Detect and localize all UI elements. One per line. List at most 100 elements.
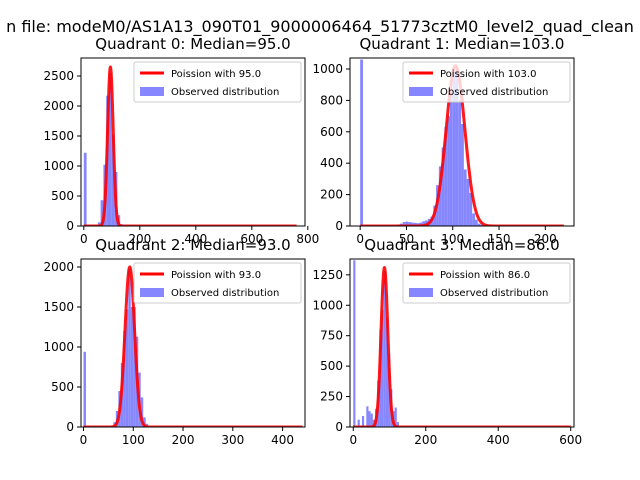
y-tick-label: 2500 [43, 69, 74, 83]
legend-box [133, 262, 302, 304]
y-tick-label: 1000 [312, 62, 343, 76]
histogram-bar [413, 222, 417, 226]
legend-label-observed: Observed distribution [171, 87, 279, 98]
histogram-bar [83, 351, 86, 427]
histogram-bar [402, 222, 406, 226]
histogram-bar [97, 222, 101, 226]
histogram-bar [361, 416, 365, 427]
histogram-bar [130, 307, 134, 427]
legend-label-observed: Observed distribution [440, 87, 548, 98]
plot-area [352, 260, 572, 427]
histogram-bar [366, 406, 369, 427]
histogram-bar [408, 222, 412, 226]
x-tick-label: 0 [80, 232, 88, 246]
histogram-bar [100, 200, 104, 226]
histogram-bar [353, 260, 356, 427]
y-tick-label: 500 [320, 359, 343, 373]
y-tick-label: 800 [320, 93, 343, 107]
histogram-bar [480, 224, 484, 226]
y-tick-label: 2000 [43, 99, 74, 113]
legend-bar-swatch [140, 87, 164, 96]
histogram-bar [357, 419, 360, 427]
subplot-title: Quadrant 3: Median=86.0 [364, 236, 559, 254]
histogram-bar [447, 116, 450, 226]
histogram-bar [123, 331, 126, 427]
y-tick-label: 2000 [43, 260, 74, 274]
x-tick-label: 150 [488, 232, 511, 246]
y-tick-label: 0 [335, 219, 343, 233]
x-tick-label: 200 [534, 232, 557, 246]
histogram-bar [444, 127, 448, 226]
x-tick-label: 200 [172, 433, 195, 447]
histogram-bar [405, 221, 409, 226]
histogram-bar [385, 317, 389, 427]
histogram-bar [396, 422, 399, 427]
y-tick-label: 1000 [312, 298, 343, 312]
histogram-bar [128, 268, 131, 427]
histogram-bar [472, 213, 475, 226]
legend: Poission with 95.0 Observed distribution [133, 61, 302, 103]
legend-bar-swatch [409, 87, 433, 96]
x-tick-label: 0 [349, 433, 357, 447]
legend-label-fit: Poission with 93.0 [171, 270, 261, 281]
histogram-bar [449, 92, 453, 226]
subplot-quadrant-2: 0 100 200 300 400 0 500 1000 1500 2000 Quadrant 2:… [43, 236, 306, 447]
legend-box [133, 61, 302, 103]
y-tick-label: 200 [320, 188, 343, 202]
axes-frame [349, 258, 575, 428]
histogram-bar [477, 223, 481, 226]
histogram-bar [461, 123, 464, 226]
figure-suptitle: n file: modeM0/AS1A13_090T01_9000006464_… [6, 17, 634, 37]
y-tick-label: 1500 [43, 129, 74, 143]
subplot-title: Quadrant 2: Median=93.0 [95, 236, 290, 254]
subplot-title: Quadrant 1: Median=103.0 [360, 35, 565, 53]
histogram-bar [438, 166, 442, 226]
legend: Poission with 86.0 Observed distribution [402, 262, 571, 304]
x-tick-label: 200 [128, 232, 151, 246]
plot-area [82, 65, 298, 226]
histogram-bar [109, 73, 112, 226]
y-tick-label: 600 [320, 125, 343, 139]
x-tick-label: 100 [441, 232, 464, 246]
legend-label-fit: Poission with 103.0 [440, 69, 536, 80]
legend-bar-swatch [409, 288, 433, 297]
y-tick-label: 400 [320, 156, 343, 170]
x-tick-label: 0 [80, 433, 88, 447]
histogram-bar [133, 307, 136, 427]
histogram-bar [422, 221, 425, 226]
x-tick-label: 600 [559, 433, 582, 447]
x-tick-label: 300 [221, 433, 244, 447]
x-tick-label: 100 [122, 433, 145, 447]
legend: Poission with 93.0 Observed distribution [133, 262, 302, 304]
histogram-bar [394, 407, 397, 427]
fit-curve [82, 265, 304, 427]
histogram-bar [370, 413, 373, 427]
legend-label-observed: Observed distribution [440, 288, 548, 299]
x-tick-label: 50 [399, 232, 414, 246]
subplot-quadrant-1: 0 50 100 150 200 0 200 400 600 800 1000 Quadrant 1:… [312, 35, 575, 246]
histogram-bar [469, 193, 473, 226]
axes-frame [80, 258, 306, 428]
histogram-bar [474, 219, 478, 226]
x-tick-label: 800 [296, 232, 319, 246]
histogram-bar [466, 178, 470, 226]
histogram-bar [111, 134, 115, 226]
y-tick-label: 0 [335, 420, 343, 434]
plot-area [82, 265, 304, 427]
histogram-bar [83, 152, 87, 226]
y-tick-label: 1250 [312, 268, 343, 282]
histogram-bar [125, 309, 129, 427]
subplot-title: Quadrant 0: Median=95.0 [95, 35, 290, 53]
y-tick-label: 0 [66, 420, 74, 434]
x-tick-label: 400 [487, 433, 510, 447]
histogram-bar [411, 222, 414, 226]
fit-curve [82, 65, 298, 226]
legend-label-fit: Poission with 86.0 [440, 270, 530, 281]
subplot-quadrant-3: 0 200 400 600 0 250 500 750 1000 1250 Quadrant 3: … [312, 236, 582, 447]
axes-frame [349, 57, 575, 227]
y-tick-label: 0 [66, 219, 74, 233]
y-tick-label: 1500 [43, 300, 74, 314]
histogram-bar [140, 397, 144, 427]
histogram-bar [419, 222, 423, 226]
